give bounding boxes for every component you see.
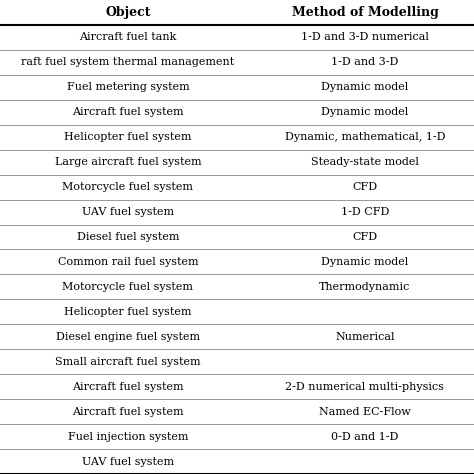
Text: Aircraft fuel tank: Aircraft fuel tank	[79, 32, 177, 42]
Text: Steady-state model: Steady-state model	[311, 157, 419, 167]
Text: Diesel engine fuel system: Diesel engine fuel system	[56, 332, 200, 342]
Text: Aircraft fuel system: Aircraft fuel system	[72, 407, 184, 417]
Text: Helicopter fuel system: Helicopter fuel system	[64, 307, 191, 317]
Text: UAV fuel system: UAV fuel system	[82, 456, 174, 466]
Text: Large aircraft fuel system: Large aircraft fuel system	[55, 157, 201, 167]
Text: Named EC-Flow: Named EC-Flow	[319, 407, 411, 417]
Text: Common rail fuel system: Common rail fuel system	[58, 257, 198, 267]
Text: Aircraft fuel system: Aircraft fuel system	[72, 382, 184, 392]
Text: Dynamic model: Dynamic model	[321, 82, 409, 92]
Text: Fuel injection system: Fuel injection system	[68, 432, 188, 442]
Text: Dynamic, mathematical, 1-D: Dynamic, mathematical, 1-D	[285, 132, 445, 142]
Text: 1-D CFD: 1-D CFD	[341, 207, 389, 217]
Text: 0-D and 1-D: 0-D and 1-D	[331, 432, 399, 442]
Text: raft fuel system thermal management: raft fuel system thermal management	[21, 57, 235, 67]
Text: Fuel metering system: Fuel metering system	[67, 82, 189, 92]
Text: Motorcycle fuel system: Motorcycle fuel system	[63, 282, 193, 292]
Text: Helicopter fuel system: Helicopter fuel system	[64, 132, 191, 142]
Text: Aircraft fuel system: Aircraft fuel system	[72, 107, 184, 117]
Text: Dynamic model: Dynamic model	[321, 107, 409, 117]
Text: Numerical: Numerical	[335, 332, 395, 342]
Text: Method of Modelling: Method of Modelling	[292, 6, 438, 19]
Text: 2-D numerical multi-physics: 2-D numerical multi-physics	[285, 382, 445, 392]
Text: Diesel fuel system: Diesel fuel system	[77, 232, 179, 242]
Text: 1-D and 3-D: 1-D and 3-D	[331, 57, 399, 67]
Text: Dynamic model: Dynamic model	[321, 257, 409, 267]
Text: Object: Object	[105, 6, 151, 19]
Text: Small aircraft fuel system: Small aircraft fuel system	[55, 357, 201, 367]
Text: 1-D and 3-D numerical: 1-D and 3-D numerical	[301, 32, 429, 42]
Text: CFD: CFD	[352, 182, 378, 192]
Text: UAV fuel system: UAV fuel system	[82, 207, 174, 217]
Text: CFD: CFD	[352, 232, 378, 242]
Text: Motorcycle fuel system: Motorcycle fuel system	[63, 182, 193, 192]
Text: Thermodynamic: Thermodynamic	[319, 282, 410, 292]
